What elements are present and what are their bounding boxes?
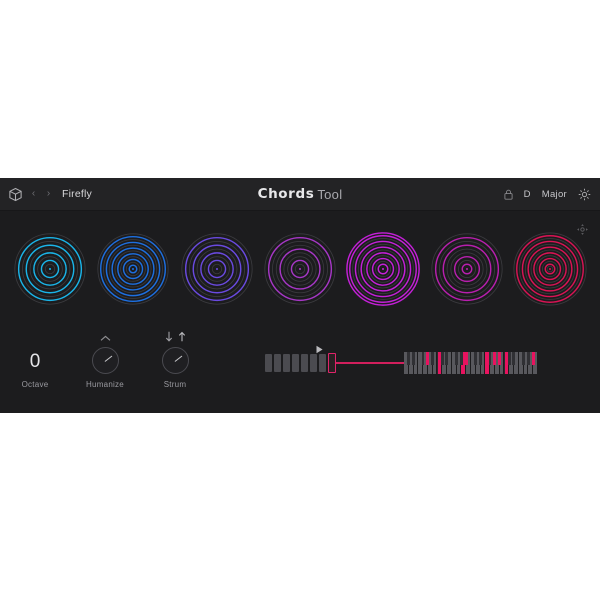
key-root-select[interactable]: D [523,188,531,200]
chord-pad-area [0,211,600,326]
chord-pad-7[interactable] [512,231,588,307]
chord-pad-3[interactable] [179,231,255,307]
piano-white-key[interactable] [499,352,505,374]
sequencer-step[interactable] [274,354,281,372]
sequencer-step[interactable] [319,354,326,372]
octave-value[interactable]: 0 [29,351,41,372]
play-triangle-icon [315,341,324,354]
chevron-up-icon[interactable] [100,329,111,347]
step-sequencer[interactable] [265,345,336,373]
preset-name[interactable]: Firefly [62,188,92,200]
chord-pad-row [0,211,600,326]
piano-black-key[interactable] [431,352,435,365]
piano-black-key[interactable] [455,352,458,365]
piano-black-key[interactable] [445,352,449,365]
sequencer-step[interactable] [283,354,290,372]
sequencer-step[interactable] [292,354,299,372]
piano-white-key[interactable] [514,352,519,374]
sequencer-connector-line [336,362,404,364]
piano-black-key[interactable] [474,352,478,365]
humanize-label: Humanize [85,380,124,389]
piano-white-key[interactable] [432,352,438,374]
sequencer-step[interactable] [265,354,272,372]
octave-control[interactable]: 0 Octave [10,333,60,389]
piano-black-key[interactable] [493,352,497,365]
cube-icon[interactable] [8,187,23,202]
piano-black-key[interactable] [531,352,535,365]
piano-black-key[interactable] [421,352,425,365]
piano-white-key[interactable] [533,352,538,374]
piano-black-key[interactable] [526,352,530,365]
piano-black-key[interactable] [407,352,411,365]
chord-pad-4[interactable] [262,231,338,307]
strum-knob[interactable] [161,347,189,374]
piano-black-key[interactable] [464,352,468,365]
piano-black-key[interactable] [426,352,430,365]
sequencer-step[interactable] [328,353,336,373]
piano-white-key[interactable] [480,352,486,374]
knob-pointer [174,355,183,362]
strum-control[interactable]: Strum [150,330,200,389]
chord-pad-5[interactable] [345,231,421,307]
piano-black-key[interactable] [522,352,525,365]
piano-black-key[interactable] [507,352,511,365]
humanize-control[interactable]: Humanize [80,330,130,389]
gear-icon[interactable] [578,188,591,201]
piano-white-key[interactable] [413,352,419,374]
move-icon[interactable] [576,223,589,236]
plugin-window: ‹ › Firefly Chords Tool D Major [0,178,600,413]
piano-keyboard[interactable] [404,352,538,374]
chord-pad-1[interactable] [12,231,88,307]
piano-white-key[interactable] [447,352,452,374]
humanize-knob[interactable] [91,347,119,374]
brand-name: Chords [257,186,315,202]
sequencer-step[interactable] [301,354,308,372]
header-right-group: D Major [504,178,591,210]
arrow-down-icon[interactable] [165,329,173,347]
sequencer-row [265,345,538,374]
piano-black-key[interactable] [488,352,492,365]
strum-label: Strum [163,380,187,389]
piano-black-key[interactable] [512,352,516,365]
sequencer-step[interactable] [310,354,317,372]
piano-black-key[interactable] [478,352,482,365]
key-scale-select[interactable]: Major [541,188,567,200]
piano-black-key[interactable] [440,352,444,365]
piano-white-key[interactable] [466,352,471,374]
nav-next-button[interactable]: › [46,188,51,199]
header-left-group: ‹ › Firefly [0,187,92,202]
lock-icon[interactable] [504,189,513,200]
piano-black-key[interactable] [459,352,463,365]
plugin-header: ‹ › Firefly Chords Tool D Major [0,178,600,211]
bottom-bar: 0 Octave Humanize [0,326,600,413]
piano-black-key[interactable] [411,352,415,365]
knob-pointer [104,355,113,362]
arrow-up-icon[interactable] [178,329,186,347]
chord-pad-6[interactable] [429,231,505,307]
piano-black-key[interactable] [498,352,502,365]
chord-pad-2[interactable] [95,231,171,307]
control-group: 0 Octave Humanize [10,330,200,389]
octave-label: Octave [21,380,49,389]
brand-suffix: Tool [317,186,343,202]
nav-prev-button[interactable]: ‹ [31,188,36,199]
